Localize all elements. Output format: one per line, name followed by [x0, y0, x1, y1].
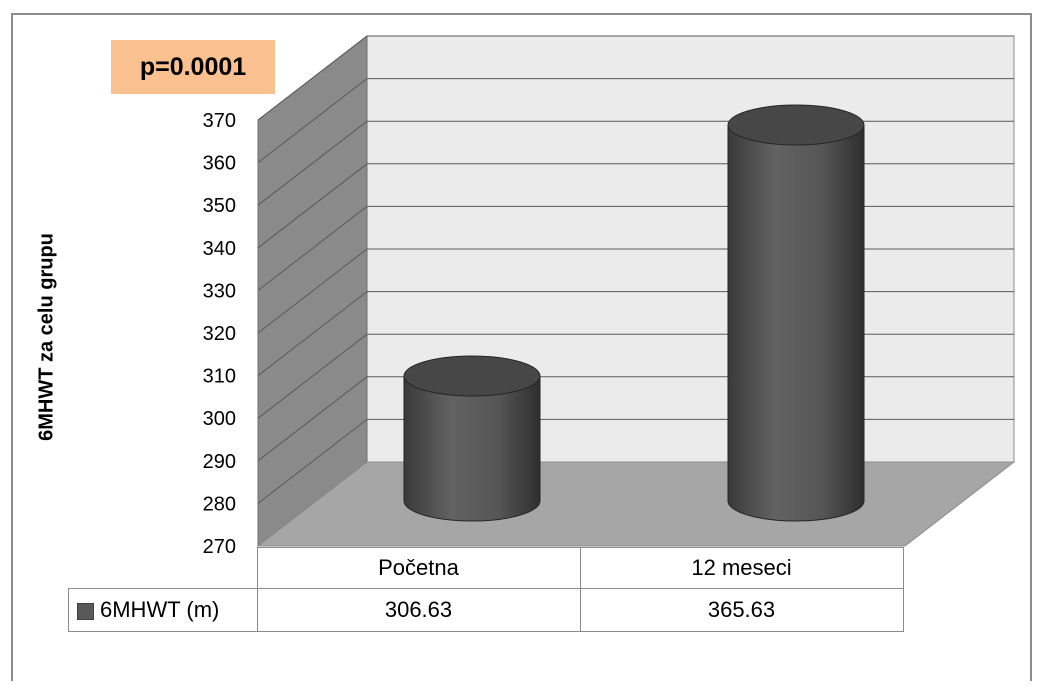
- floor: [256, 461, 1016, 547]
- bar-body: [727, 124, 865, 522]
- legend-key: [77, 602, 94, 620]
- y-tick-label: 370: [203, 110, 236, 132]
- y-tick-label: 330: [203, 280, 236, 302]
- bar-top: [403, 355, 541, 397]
- value-label-0: 306.63: [256, 588, 581, 632]
- bar-top: [727, 104, 865, 146]
- data-table-series-row: 6MHWT (m) 306.63 365.63: [68, 588, 904, 632]
- data-table: Početna 12 meseci 6MHWT (m) 306.63 365.6…: [68, 547, 904, 632]
- bar-body: [403, 375, 541, 522]
- bar-1: [727, 104, 865, 522]
- bar-0: [403, 355, 541, 522]
- chart-frame: [11, 13, 1032, 681]
- value-label-1: 365.63: [579, 588, 904, 632]
- category-label-0: Početna: [256, 547, 581, 589]
- y-tick-label: 360: [203, 153, 236, 175]
- y-tick-label: 300: [203, 408, 236, 430]
- legend-entry: 6MHWT (m): [68, 588, 258, 632]
- y-tick-label: 280: [203, 493, 236, 515]
- legend-label: 6MHWT (m): [100, 597, 220, 622]
- bars: [403, 104, 865, 522]
- category-label-1: 12 meseci: [579, 547, 904, 589]
- y-tick-label: 340: [203, 238, 236, 260]
- p-value-annotation: p=0.0001: [111, 40, 275, 94]
- y-tick-label: 310: [203, 366, 236, 388]
- y-tick-label: 320: [203, 323, 236, 345]
- data-table-header-row: Početna 12 meseci: [68, 547, 904, 589]
- y-tick-label: 350: [203, 195, 236, 217]
- y-tick-label: 290: [203, 451, 236, 473]
- gridline: [257, 78, 1014, 163]
- gridline: [257, 35, 1014, 121]
